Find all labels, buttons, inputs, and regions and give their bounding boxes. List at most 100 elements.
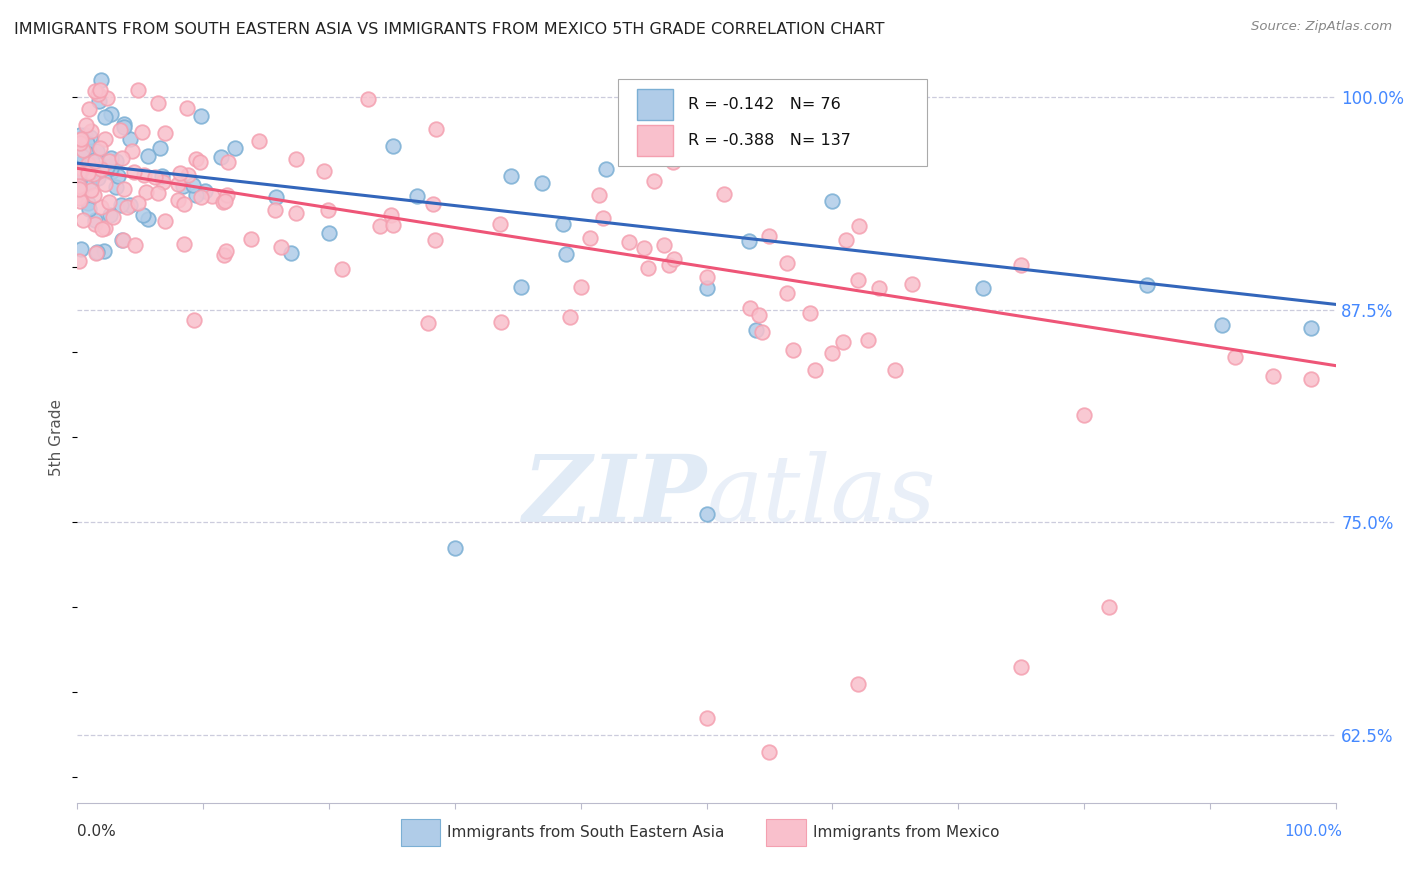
Point <box>658 259 681 273</box>
Point <box>662 252 685 266</box>
FancyBboxPatch shape <box>619 78 927 167</box>
Text: ZIP: ZIP <box>522 450 707 541</box>
Point <box>173 197 195 211</box>
Point <box>94 178 117 192</box>
Point <box>89 141 111 155</box>
Point <box>121 144 143 158</box>
Text: Source: ZipAtlas.com: Source: ZipAtlas.com <box>1251 20 1392 33</box>
Point <box>240 232 263 246</box>
Point <box>83 187 105 202</box>
Point <box>713 187 735 202</box>
Point <box>67 179 90 194</box>
Point <box>124 238 146 252</box>
Point <box>758 229 780 244</box>
Point <box>696 269 718 284</box>
Text: 0.0%: 0.0% <box>77 824 117 838</box>
Point <box>111 233 134 247</box>
Point <box>93 244 115 258</box>
Point <box>91 222 114 236</box>
Point <box>70 242 93 256</box>
Point <box>776 256 799 270</box>
Point <box>72 213 94 227</box>
Point <box>782 343 804 357</box>
Point <box>94 220 117 235</box>
Point <box>80 165 103 179</box>
Point <box>418 316 440 330</box>
Point <box>77 195 100 210</box>
Point <box>87 171 110 186</box>
Point <box>166 177 188 191</box>
Point <box>111 233 134 247</box>
Text: Immigrants from Mexico: Immigrants from Mexico <box>813 825 1000 839</box>
Point <box>76 136 98 151</box>
Point <box>186 152 208 166</box>
Point <box>444 541 467 555</box>
Point <box>1299 372 1322 386</box>
Point <box>87 162 110 177</box>
Point <box>1010 258 1032 272</box>
Point <box>637 260 659 275</box>
Point <box>84 154 107 169</box>
Point <box>80 154 103 169</box>
Point <box>67 181 90 195</box>
Point <box>167 193 190 207</box>
Point <box>75 158 97 172</box>
Point <box>84 213 107 227</box>
Point <box>406 188 429 202</box>
Point <box>972 281 994 295</box>
Point <box>96 160 118 174</box>
Point <box>804 363 827 377</box>
Point <box>108 123 131 137</box>
Point <box>211 195 233 210</box>
Point <box>747 308 769 322</box>
Point <box>579 231 602 245</box>
Point <box>87 94 110 108</box>
Point <box>75 128 97 142</box>
Point <box>89 83 111 97</box>
Point <box>900 277 922 291</box>
Point <box>117 200 139 214</box>
FancyBboxPatch shape <box>637 89 672 120</box>
Point <box>1073 408 1095 422</box>
Point <box>77 103 100 117</box>
Point <box>153 214 176 228</box>
Point <box>69 133 91 147</box>
Point <box>67 172 90 186</box>
Point <box>285 152 308 166</box>
Point <box>82 167 104 181</box>
Point <box>217 154 239 169</box>
Point <box>84 245 107 260</box>
Point <box>214 194 236 208</box>
Point <box>101 211 124 225</box>
Point <box>127 196 149 211</box>
Point <box>94 131 117 145</box>
Point <box>72 143 94 157</box>
Point <box>422 197 444 211</box>
Point <box>696 507 718 521</box>
Point <box>69 164 91 178</box>
Point <box>285 206 308 220</box>
Point <box>425 122 447 136</box>
Point <box>77 157 100 171</box>
Point <box>592 211 614 226</box>
Point <box>132 168 155 182</box>
Point <box>87 87 110 101</box>
Point <box>72 162 94 177</box>
Point <box>83 217 105 231</box>
Point <box>77 176 100 190</box>
Point <box>190 190 212 204</box>
Point <box>146 186 169 200</box>
Point <box>217 187 239 202</box>
Point <box>98 153 121 168</box>
Point <box>758 745 780 759</box>
Point <box>501 169 523 183</box>
Point <box>738 301 761 316</box>
Point <box>100 151 122 165</box>
Point <box>107 169 129 183</box>
Point <box>380 208 402 222</box>
Point <box>135 185 157 199</box>
Point <box>120 132 142 146</box>
Point <box>100 106 122 120</box>
Point <box>112 120 135 134</box>
Point <box>172 178 194 193</box>
